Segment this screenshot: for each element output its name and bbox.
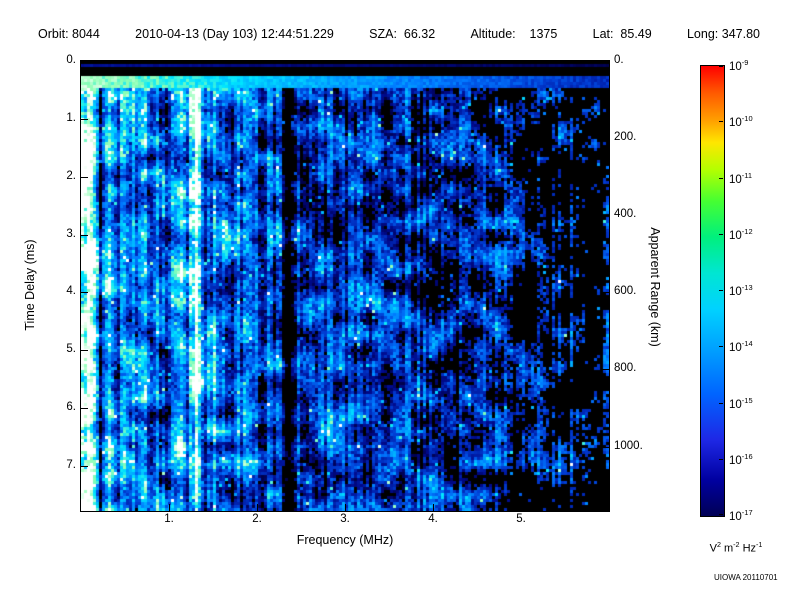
header-orbit: Orbit: 8044 — [38, 27, 100, 41]
y2-tick-label: 0. — [614, 54, 624, 66]
colorbar-tick-label: 10-16 — [729, 451, 753, 467]
colorbar-tick-label: 10-15 — [729, 395, 753, 411]
colorbar-tick-mark — [719, 290, 723, 291]
y-axis-title: Time Delay (ms) — [23, 239, 37, 331]
colorbar-tick-mark — [719, 177, 723, 179]
y2-tick-label: 800. — [614, 362, 637, 375]
y2-tick-label: 1000. — [614, 439, 643, 452]
header-sza: SZA: 66.32 — [369, 27, 436, 41]
y-tick-label: 7. — [66, 458, 76, 471]
colorbar-tick-mark — [719, 458, 723, 460]
y2-tick-label: 400. — [614, 208, 637, 221]
y2-tick-mark — [602, 292, 609, 294]
y2-tick-mark — [602, 61, 609, 62]
x-tick-label: 5. — [516, 513, 526, 525]
y-tick-mark — [81, 234, 88, 236]
y-tick-mark — [81, 176, 88, 178]
colorbar-tick-mark — [719, 402, 723, 404]
y2-tick-label: 200. — [614, 131, 637, 144]
y2-tick-mark — [602, 138, 609, 140]
colorbar-unit-label: V2 m-2 Hz-1 — [709, 541, 763, 555]
y-tick-mark — [81, 350, 88, 352]
x-tick-mark — [345, 504, 346, 511]
y2-tick-mark — [602, 369, 609, 371]
y-tick-mark — [81, 408, 88, 410]
y-tick-label: 6. — [66, 401, 76, 414]
header-lat: Lat: 85.49 — [592, 27, 652, 41]
x-tick-mark — [169, 504, 170, 511]
y-tick-label: 0. — [66, 54, 76, 66]
colorbar-tick-mark — [719, 66, 723, 67]
y-tick-mark — [81, 61, 88, 62]
x-tick-mark — [433, 504, 434, 511]
colorbar-tick-mark — [719, 514, 723, 515]
y-tick-mark — [81, 292, 88, 294]
y-tick-label: 3. — [66, 227, 76, 240]
header-long: Long: 347.80 — [686, 27, 760, 41]
x-tick-label: 2. — [252, 513, 262, 525]
colorbar-tick-label: 10-11 — [729, 170, 753, 186]
y-tick-label: 1. — [66, 111, 76, 124]
header-datetime: 2010-04-13 (Day 103) 12:44:51.229 — [135, 27, 334, 41]
y2-tick-label: 600. — [614, 285, 637, 298]
y-tick-mark — [81, 118, 88, 120]
plot-area — [80, 60, 610, 512]
y2-tick-mark — [602, 446, 609, 448]
header-altitude: Altitude: 1375 — [470, 27, 558, 41]
x-tick-mark — [257, 504, 258, 511]
y-tick-label: 5. — [66, 343, 76, 356]
colorbar-tick-mark — [719, 121, 723, 123]
x-tick-label: 4. — [428, 513, 438, 525]
y-tick-label: 2. — [66, 169, 76, 182]
credit-text: UIOWA 20110701 — [714, 573, 778, 582]
colorbar — [700, 65, 725, 517]
y2-tick-mark — [602, 215, 609, 217]
header: Orbit: 8044 2010-04-13 (Day 103) 12:44:5… — [38, 27, 760, 41]
y2-axis-title: Apparent Range (km) — [648, 227, 662, 347]
colorbar-tick-label: 10-14 — [729, 339, 753, 355]
colorbar-tick-label: 10-10 — [729, 114, 753, 130]
y-tick-label: 4. — [66, 285, 76, 298]
x-tick-label: 1. — [164, 513, 174, 525]
x-tick-label: 3. — [340, 513, 350, 525]
colorbar-tick-label: 10-12 — [729, 226, 753, 242]
colorbar-tick-label: 10-9 — [729, 58, 749, 73]
colorbar-tick-mark — [719, 346, 723, 348]
colorbar-tick-mark — [719, 233, 723, 235]
x-axis-title: Frequency (MHz) — [296, 533, 394, 547]
colorbar-tick-label: 10-17 — [729, 508, 753, 523]
x-tick-mark — [521, 504, 522, 511]
colorbar-tick-label: 10-13 — [729, 283, 753, 298]
spectrogram-canvas — [81, 61, 609, 511]
y-tick-mark — [81, 465, 88, 467]
